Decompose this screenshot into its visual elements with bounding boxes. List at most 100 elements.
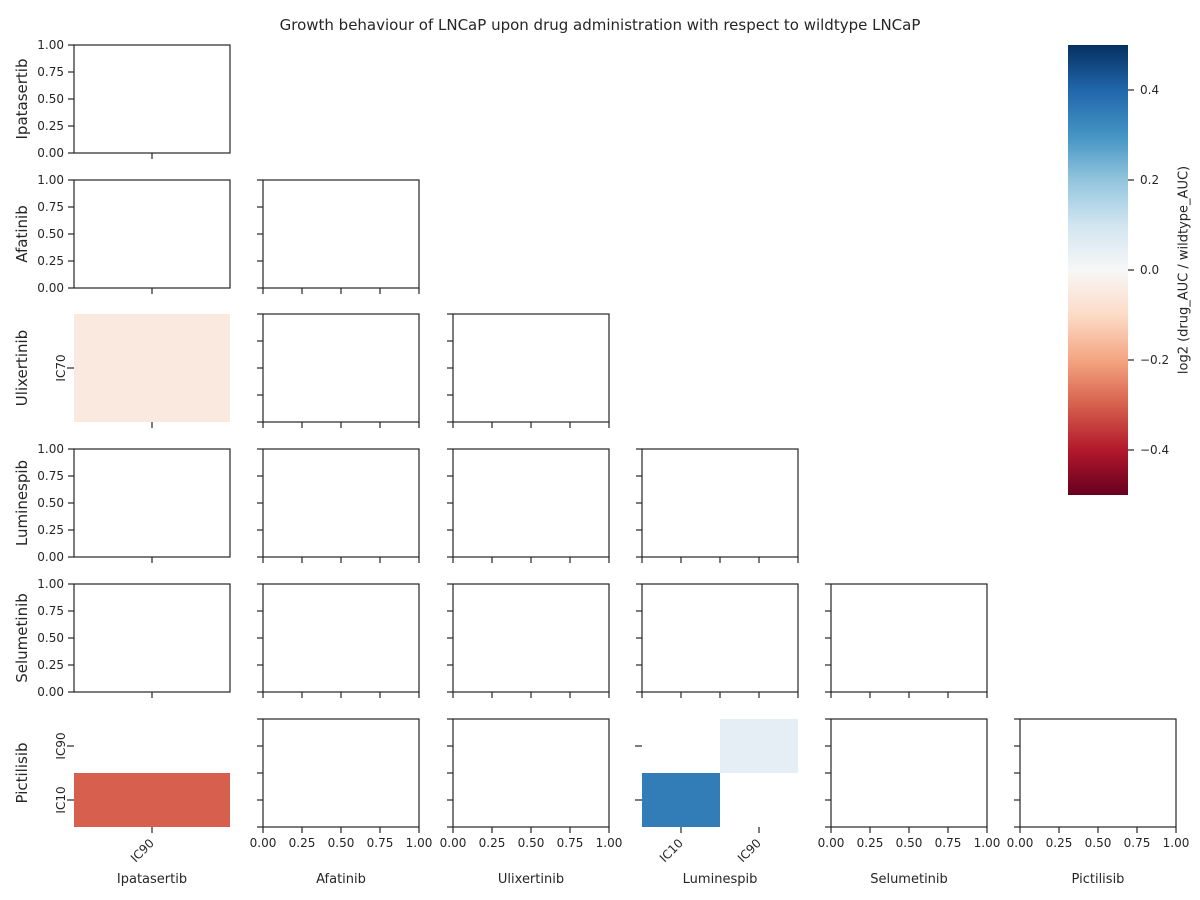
empty-axes-frame xyxy=(641,583,799,693)
y-tick-label: 0.75 xyxy=(37,604,64,618)
y-tick-label: 0.50 xyxy=(37,227,64,241)
panel-pictilisib-selumetinib: 0.00 0.25 0.50 0.75 1.00 xyxy=(818,718,1001,850)
empty-axes-frame xyxy=(830,583,988,693)
panel-selumetinib-luminespib xyxy=(636,583,799,698)
heatmap-cell xyxy=(642,773,720,827)
empty-axes-frame xyxy=(262,313,420,423)
row-label: Afatinib xyxy=(13,205,31,262)
x-tick-label: IC10 xyxy=(657,836,686,865)
panel-pictilisib-afatinib: 0.00 0.25 0.50 0.75 1.00 xyxy=(250,718,433,850)
empty-axes-frame xyxy=(73,583,231,693)
x-tick-label: 0.25 xyxy=(857,836,884,850)
x-tick-label: 0.00 xyxy=(818,836,845,850)
x-tick-label: 0.25 xyxy=(289,836,316,850)
y-tick-label: 0.25 xyxy=(37,254,64,268)
x-tick-label: 0.75 xyxy=(935,836,962,850)
x-tick-label: IC90 xyxy=(735,836,764,865)
y-tick-label: 1.00 xyxy=(37,442,64,456)
colorbar-gradient xyxy=(1068,45,1128,495)
empty-axes-frame xyxy=(73,179,231,289)
x-tick-label: 1.00 xyxy=(974,836,1001,850)
x-tick-label: 1.00 xyxy=(1163,836,1190,850)
empty-axes-frame xyxy=(452,313,610,423)
column-label: Ulixertinib xyxy=(498,872,564,887)
row-label: Ipatasertib xyxy=(13,59,31,140)
column-label: Ipatasertib xyxy=(117,872,187,887)
panel-ulixertinib-afatinib xyxy=(257,313,420,428)
column-label: Afatinib xyxy=(316,872,366,887)
y-tick-label: 0.25 xyxy=(37,523,64,537)
heatmap-cell xyxy=(720,719,798,773)
panel-luminespib-luminespib xyxy=(636,448,799,563)
panel-grid: 0.00 0.25 0.50 0.75 1.00 0.00 0.25 0.50 0.75 1.00… xyxy=(13,38,1189,887)
y-tick-label: 0.75 xyxy=(37,65,64,79)
colorbar-tick-label: 0.4 xyxy=(1140,83,1159,97)
y-tick-label: 0.00 xyxy=(37,281,64,295)
x-tick-label: 0.00 xyxy=(250,836,277,850)
y-tick-label: 0.50 xyxy=(37,92,64,106)
y-tick-label: 1.00 xyxy=(37,38,64,52)
empty-axes-frame xyxy=(452,583,610,693)
colorbar: −0.4 −0.2 0.0 0.2 0.4 log2 (drug_AUC / wildty… xyxy=(1068,45,1192,495)
y-tick-label: 0.00 xyxy=(37,146,64,160)
empty-axes-frame xyxy=(452,718,610,828)
row-label: Luminespib xyxy=(13,460,31,546)
y-tick-label: IC70 xyxy=(54,354,68,381)
y-tick-label: 0.25 xyxy=(37,658,64,672)
y-tick-label: 0.50 xyxy=(37,496,64,510)
panel-selumetinib-selumetinib xyxy=(825,583,988,698)
colorbar-tick-label: −0.2 xyxy=(1140,353,1169,367)
empty-axes-frame xyxy=(1019,718,1177,828)
y-tick-label: 0.25 xyxy=(37,119,64,133)
column-label: Pictilisib xyxy=(1072,872,1125,887)
x-tick-label: 0.75 xyxy=(557,836,584,850)
chart-title: Growth behaviour of LNCaP upon drug admi… xyxy=(280,16,921,34)
column-label: Luminespib xyxy=(683,872,758,887)
empty-axes-frame xyxy=(262,583,420,693)
x-tick-label: 1.00 xyxy=(406,836,433,850)
x-tick-label: 1.00 xyxy=(596,836,623,850)
y-tick-label: 0.00 xyxy=(37,685,64,699)
panel-selumetinib-ipatasertib: 0.00 0.25 0.50 0.75 1.00 xyxy=(37,577,231,699)
panel-luminespib-afatinib xyxy=(257,448,420,563)
panel-pictilisib-luminespib: IC10 IC90 xyxy=(635,719,798,865)
panel-afatinib-ipatasertib: 0.00 0.25 0.50 0.75 1.00 xyxy=(37,173,231,295)
x-tick-label: 0.50 xyxy=(1085,836,1112,850)
panel-ulixertinib-ipatasertib: IC70 xyxy=(54,314,230,428)
x-tick-label: IC90 xyxy=(128,836,157,865)
colorbar-tick-label: 0.0 xyxy=(1140,263,1159,277)
colorbar-tick-label: −0.4 xyxy=(1140,443,1169,457)
y-tick-label: IC10 xyxy=(54,786,68,813)
y-tick-label: 1.00 xyxy=(37,577,64,591)
column-label: Selumetinib xyxy=(870,872,948,887)
panel-afatinib-afatinib xyxy=(257,179,420,294)
heatmap-cell xyxy=(74,773,230,827)
empty-axes-frame xyxy=(262,179,420,289)
y-tick-label: 1.00 xyxy=(37,173,64,187)
y-tick-label: 0.75 xyxy=(37,469,64,483)
y-tick-label: 0.75 xyxy=(37,200,64,214)
panel-pictilisib-ipatasertib: IC90 IC10 IC90 xyxy=(54,732,230,865)
heatmap-cell xyxy=(74,314,230,422)
empty-axes-frame xyxy=(73,44,231,154)
x-tick-label: 0.50 xyxy=(518,836,545,850)
x-tick-label: 0.00 xyxy=(1007,836,1034,850)
x-tick-label: 0.00 xyxy=(440,836,467,850)
panel-ipatasertib-ipatasertib: 0.00 0.25 0.50 0.75 1.00 xyxy=(37,38,231,160)
empty-axes-frame xyxy=(73,448,231,558)
row-label: Selumetinib xyxy=(13,593,31,683)
panel-ulixertinib-ulixertinib xyxy=(447,313,610,428)
y-tick-label: 0.50 xyxy=(37,631,64,645)
colorbar-label: log2 (drug_AUC / wildtype_AUC) xyxy=(1177,166,1192,374)
y-tick-label: 0.00 xyxy=(37,550,64,564)
x-tick-label: 0.75 xyxy=(367,836,394,850)
panel-luminespib-ipatasertib: 0.00 0.25 0.50 0.75 1.00 xyxy=(37,442,231,564)
empty-axes-frame xyxy=(452,448,610,558)
panel-selumetinib-afatinib xyxy=(257,583,420,698)
x-tick-label: 0.25 xyxy=(1046,836,1073,850)
x-tick-label: 0.25 xyxy=(479,836,506,850)
colorbar-tick-label: 0.2 xyxy=(1140,173,1159,187)
panel-luminespib-ulixertinib xyxy=(447,448,610,563)
panel-selumetinib-ulixertinib xyxy=(447,583,610,698)
